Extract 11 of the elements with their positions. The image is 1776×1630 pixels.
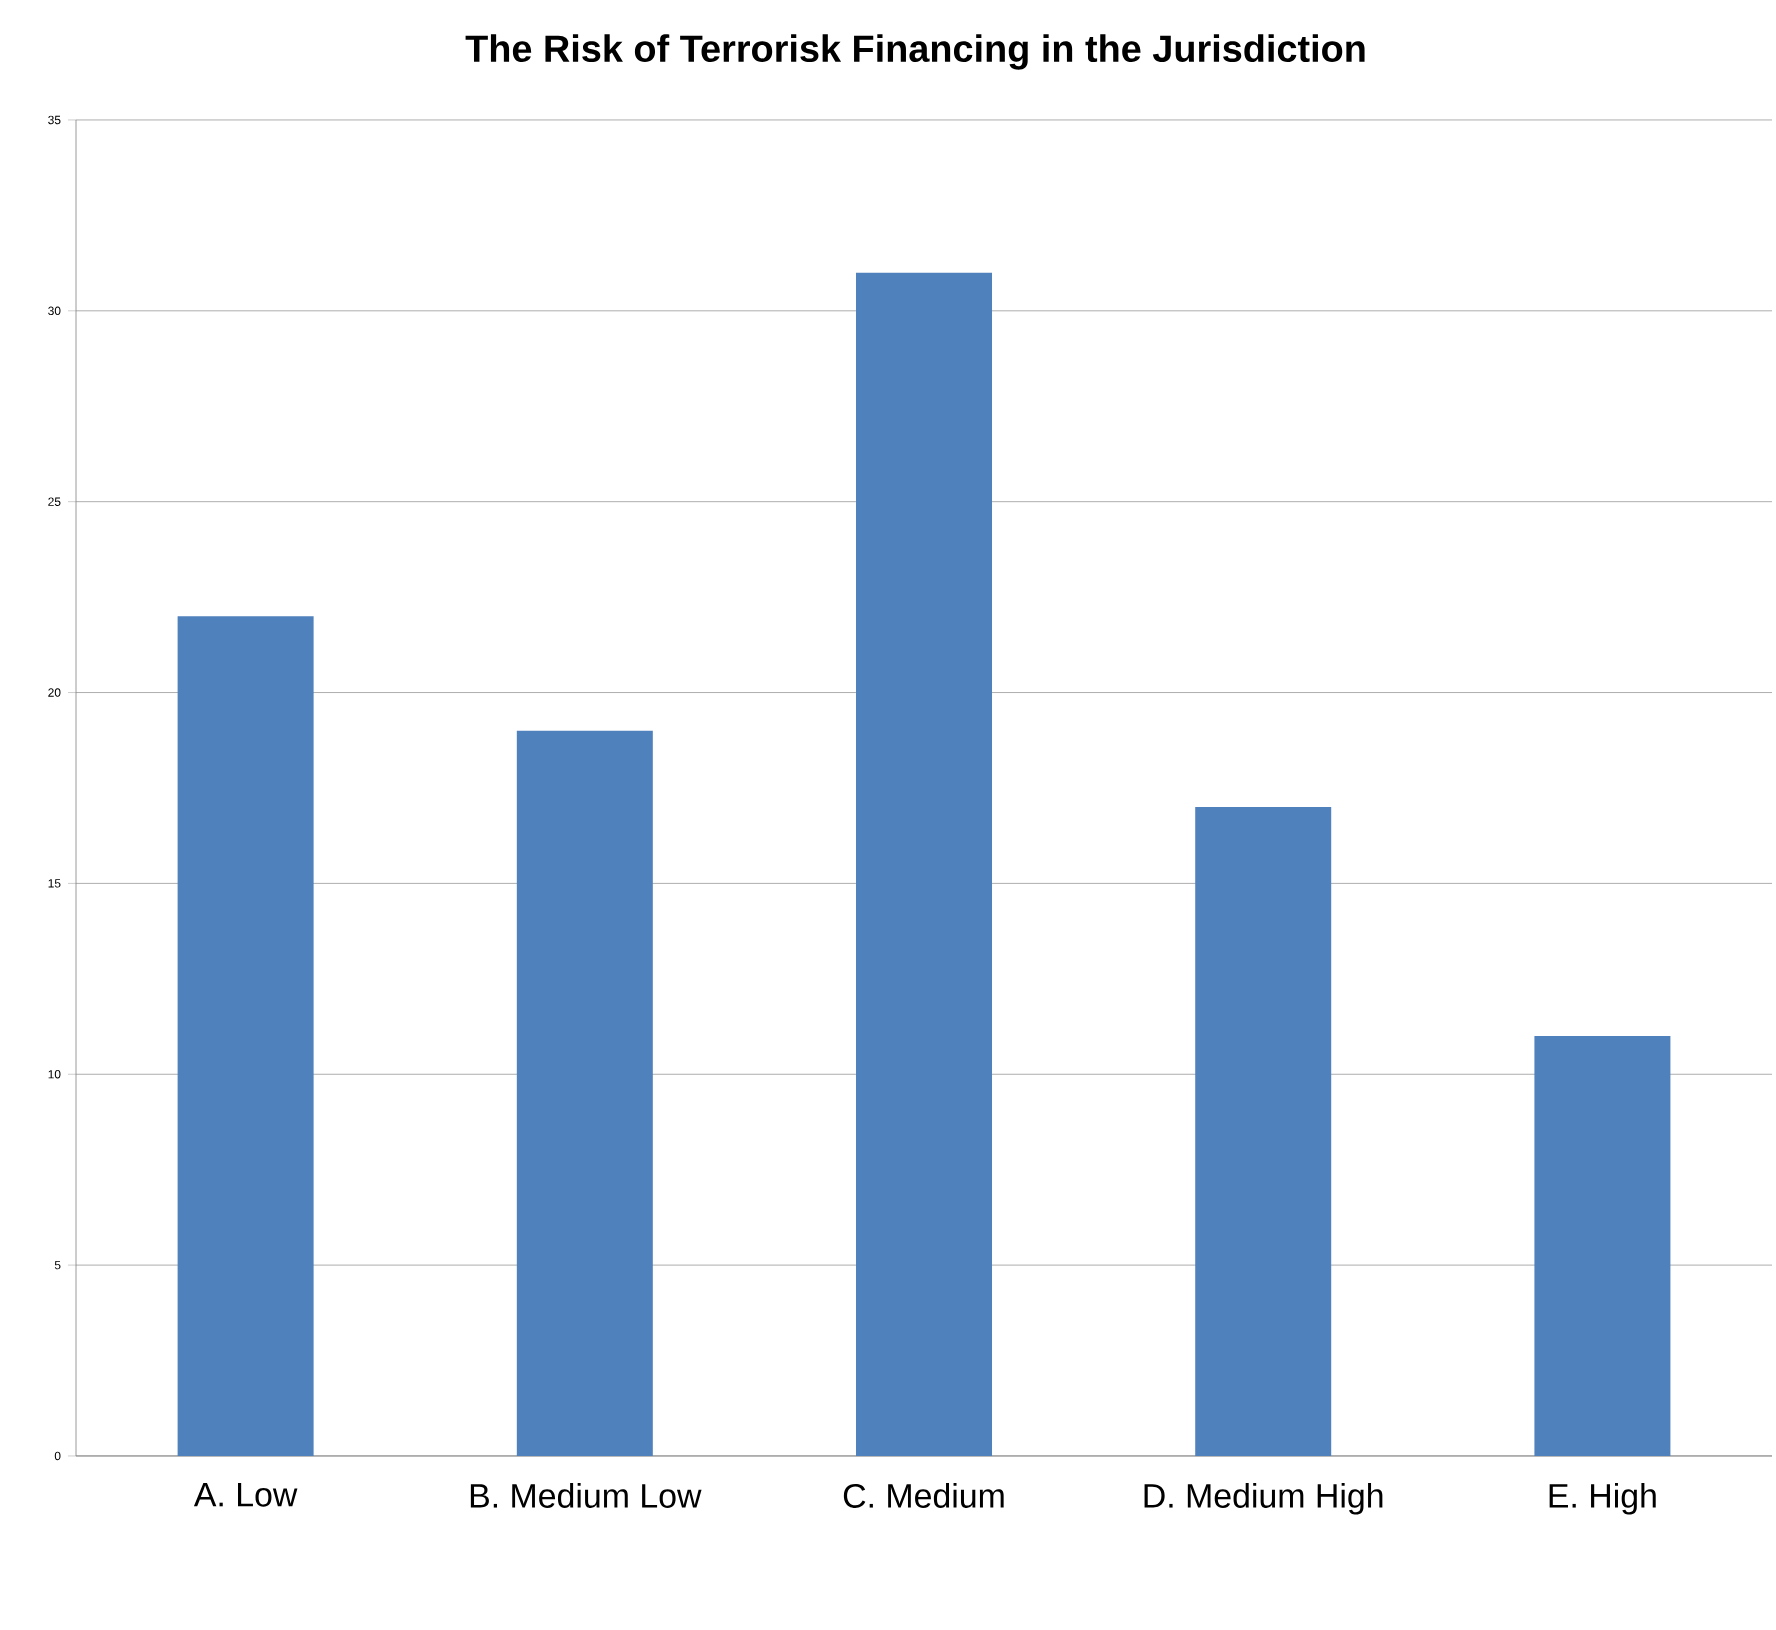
bar xyxy=(1195,807,1332,1456)
chart-title: The Risk of Terrorisk Financing in the Jurisdiction xyxy=(465,34,1365,70)
bar xyxy=(177,616,314,1456)
x-tick-label: D. Medium High xyxy=(1144,1483,1383,1515)
x-tick-label: C. Medium xyxy=(843,1483,1004,1508)
x-tick-label: B. Medium Low xyxy=(470,1483,702,1508)
x-tick-label: A. Low xyxy=(193,1483,298,1507)
bar xyxy=(1534,1036,1671,1456)
bar xyxy=(856,272,993,1456)
x-tick-label: E. High xyxy=(1549,1483,1656,1515)
bar xyxy=(516,730,653,1456)
